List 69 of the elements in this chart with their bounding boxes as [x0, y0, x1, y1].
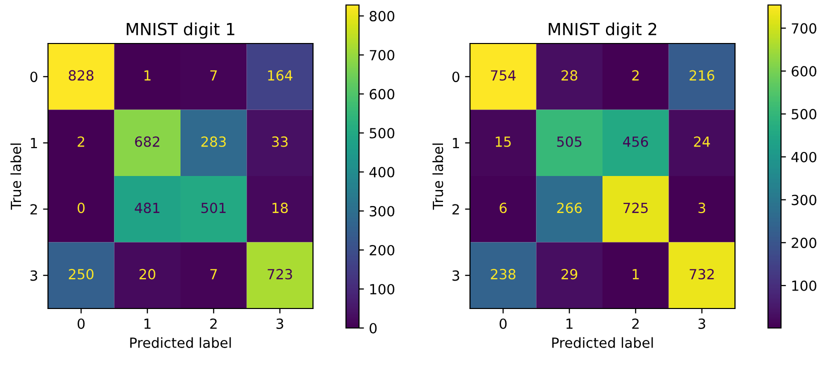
data-label: 2: [632, 70, 639, 80]
data-label: 732: [690, 268, 714, 280]
color-bar-label: 600: [370, 88, 394, 100]
x-axis-title: Predicted label: [552, 337, 653, 348]
data-label: 15: [496, 136, 511, 147]
y-axis-title: True label: [432, 144, 444, 210]
data-label: 1: [632, 269, 639, 280]
color-bar-label: 400: [369, 166, 394, 178]
color-bar-label: 700: [370, 50, 394, 60]
data-label: 6: [500, 202, 507, 214]
data-label: 20: [140, 268, 156, 280]
color-bar-label: 600: [792, 66, 816, 77]
x-tick-label: 1: [566, 318, 573, 329]
y-tick-label: 1: [30, 138, 37, 148]
color-bar-label: 200: [370, 244, 394, 256]
data-label: 29: [562, 268, 578, 280]
x-tick-label: 3: [698, 318, 706, 329]
data-label: 481: [134, 202, 160, 214]
color-bar-label: 500: [370, 128, 394, 138]
color-bar-label: 500: [792, 108, 816, 120]
data-label: 250: [68, 268, 94, 280]
data-label: 456: [623, 136, 648, 147]
color-bar-label: 300: [370, 206, 394, 216]
color-bar-label: 800: [370, 10, 394, 22]
data-label: 828: [68, 70, 94, 81]
data-label: 3: [698, 202, 706, 214]
x-tick-label: 2: [210, 318, 217, 329]
data-label: 723: [268, 268, 292, 280]
color-bar-label: 700: [792, 23, 816, 34]
data-label: 754: [491, 70, 516, 81]
data-label: 164: [268, 70, 292, 81]
data-label: 2: [78, 136, 84, 147]
color-bar-label: 100: [370, 284, 394, 294]
data-label: 1: [144, 70, 151, 80]
data-label: 33: [272, 136, 288, 147]
data-label: 28: [562, 70, 578, 81]
data-label: 24: [694, 136, 710, 147]
data-label: 505: [557, 136, 582, 147]
color-bar-label: 100: [792, 280, 816, 292]
chart-title: MNIST digit 1: [126, 22, 234, 39]
color-bar-label: 200: [792, 238, 816, 248]
data-label: 7: [210, 70, 217, 80]
x-tick-label: 2: [632, 318, 639, 329]
x-tick-label: 0: [500, 318, 507, 329]
data-label: 501: [201, 202, 226, 214]
y-axis-title: True label: [10, 144, 22, 210]
data-label: 238: [490, 268, 516, 280]
x-tick-label: 3: [276, 318, 284, 329]
color-bar-label: 300: [792, 194, 816, 206]
data-label: 725: [624, 202, 648, 214]
y-tick-label: 3: [30, 270, 38, 281]
data-label: 18: [272, 202, 288, 214]
data-label: 266: [557, 202, 582, 214]
data-label: 7: [210, 269, 217, 280]
data-label: 216: [690, 70, 714, 81]
y-tick-label: 2: [452, 204, 459, 214]
y-tick-label: 0: [452, 72, 460, 82]
y-tick-label: 2: [30, 204, 37, 214]
y-tick-label: 0: [30, 72, 38, 82]
y-tick-label: 3: [452, 270, 460, 281]
data-label: 0: [78, 202, 85, 214]
x-axis-title: Predicted label: [130, 337, 231, 348]
data-label: 682: [135, 136, 160, 147]
y-tick-label: 1: [452, 138, 459, 148]
chart-title: MNIST digit 2: [548, 22, 656, 39]
x-tick-label: 1: [144, 318, 151, 329]
color-bar-label: 400: [791, 152, 816, 162]
data-label: 283: [201, 136, 226, 147]
x-tick-label: 0: [78, 318, 85, 329]
